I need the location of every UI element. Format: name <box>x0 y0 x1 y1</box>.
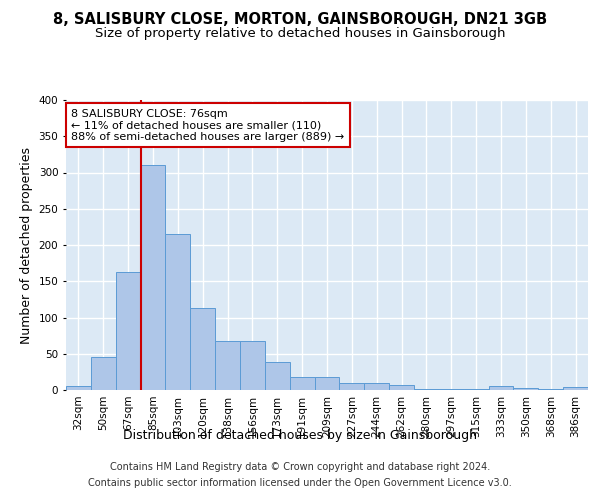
Text: 8 SALISBURY CLOSE: 76sqm
← 11% of detached houses are smaller (110)
88% of semi-: 8 SALISBURY CLOSE: 76sqm ← 11% of detach… <box>71 108 344 142</box>
Bar <box>240 340 265 390</box>
Bar <box>66 386 91 390</box>
Bar <box>166 234 190 390</box>
Bar <box>265 362 290 390</box>
Bar <box>116 272 140 390</box>
Bar <box>389 385 414 390</box>
Bar <box>215 340 240 390</box>
Bar <box>314 377 340 390</box>
Bar <box>414 388 439 390</box>
Bar <box>563 387 588 390</box>
Y-axis label: Number of detached properties: Number of detached properties <box>20 146 33 344</box>
Bar <box>91 356 116 390</box>
Bar <box>514 388 538 390</box>
Text: Contains HM Land Registry data © Crown copyright and database right 2024.: Contains HM Land Registry data © Crown c… <box>110 462 490 472</box>
Text: Distribution of detached houses by size in Gainsborough: Distribution of detached houses by size … <box>123 428 477 442</box>
Text: Size of property relative to detached houses in Gainsborough: Size of property relative to detached ho… <box>95 28 505 40</box>
Bar <box>290 377 314 390</box>
Text: Contains public sector information licensed under the Open Government Licence v3: Contains public sector information licen… <box>88 478 512 488</box>
Bar <box>488 386 514 390</box>
Bar <box>464 388 488 390</box>
Bar <box>364 383 389 390</box>
Bar <box>439 388 464 390</box>
Bar <box>340 383 364 390</box>
Text: 8, SALISBURY CLOSE, MORTON, GAINSBOROUGH, DN21 3GB: 8, SALISBURY CLOSE, MORTON, GAINSBOROUGH… <box>53 12 547 28</box>
Bar <box>538 388 563 390</box>
Bar <box>190 308 215 390</box>
Bar <box>140 164 166 390</box>
